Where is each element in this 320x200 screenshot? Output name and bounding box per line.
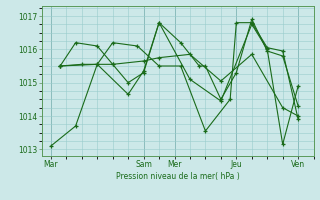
X-axis label: Pression niveau de la mer( hPa ): Pression niveau de la mer( hPa ) <box>116 172 239 181</box>
